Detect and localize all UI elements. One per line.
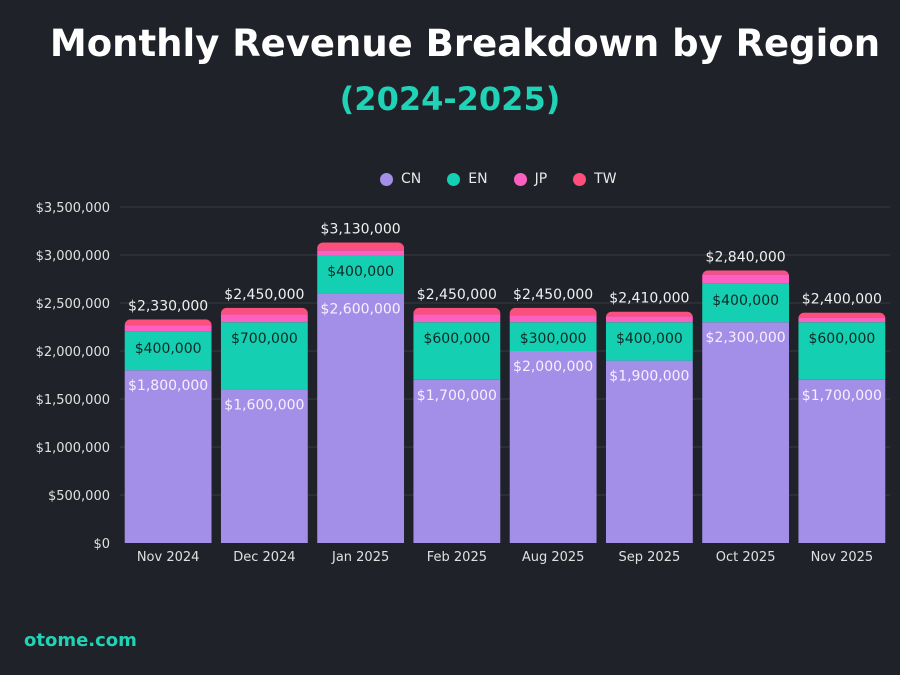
y-tick-label: $2,000,000 <box>36 345 110 360</box>
legend-swatch <box>380 172 393 186</box>
bar-segment-cn <box>124 370 212 543</box>
bar-segment-tw <box>124 319 212 326</box>
data-label-en: $400,000 <box>135 341 202 357</box>
data-label-en: $600,000 <box>808 331 875 347</box>
bar-segment-tw <box>509 307 597 316</box>
bar-segment-jp <box>798 317 886 323</box>
data-label-cn: $1,700,000 <box>417 388 497 404</box>
data-label-cn: $1,600,000 <box>224 397 304 413</box>
data-label-en: $700,000 <box>231 331 298 347</box>
total-label: $2,840,000 <box>706 249 786 265</box>
y-tick-label: $1,000,000 <box>36 441 110 456</box>
bar-segment-cn <box>798 379 886 543</box>
legend-item-en[interactable]: EN <box>447 171 488 187</box>
bar-segment-en <box>702 283 790 323</box>
data-label-en: $400,000 <box>712 293 779 309</box>
bar-segment-tw <box>220 307 308 315</box>
x-tick-label: Nov 2024 <box>137 550 200 565</box>
data-label-cn: $1,900,000 <box>609 369 689 385</box>
data-label-en: $400,000 <box>327 264 394 280</box>
data-label-cn: $1,700,000 <box>802 388 882 404</box>
legend-item-cn[interactable]: CN <box>380 171 421 187</box>
legend-label: EN <box>468 171 488 187</box>
bar-segment-cn <box>605 360 693 543</box>
y-tick-label: $3,000,000 <box>36 249 110 264</box>
total-label: $2,450,000 <box>224 287 304 303</box>
bar-segment-cn <box>702 322 790 543</box>
bar-segment-jp <box>702 274 790 284</box>
y-tick-label: $3,500,000 <box>36 201 110 216</box>
bar-segment-en <box>317 255 405 294</box>
total-label: $3,130,000 <box>321 222 401 238</box>
legend-swatch <box>447 172 461 186</box>
x-tick-label: Dec 2024 <box>233 550 295 565</box>
bar-segment-jp <box>413 314 501 323</box>
data-label-cn: $2,000,000 <box>513 359 593 375</box>
x-tick-label: Feb 2025 <box>427 550 487 565</box>
bar-segment-en <box>124 331 212 371</box>
legend-item-jp[interactable]: JP <box>513 171 548 187</box>
bar-segment-tw <box>317 242 405 251</box>
total-label: $2,410,000 <box>609 291 689 307</box>
x-tick-label: Nov 2025 <box>811 550 874 565</box>
bar-segment-cn <box>220 389 308 543</box>
chart-subtitle: (2024-2025) <box>339 80 561 118</box>
y-tick-label: $1,500,000 <box>36 393 110 408</box>
bar-segment-tw <box>605 311 693 317</box>
bar-segment-cn <box>413 379 501 543</box>
y-tick-label: $500,000 <box>48 489 110 504</box>
bar-segment-cn <box>317 293 405 543</box>
bar-segment-jp <box>124 325 212 332</box>
footer-brand: otome.com <box>24 630 137 651</box>
legend-swatch <box>573 172 587 186</box>
bar-segment-en <box>509 322 597 351</box>
data-label-cn: $1,800,000 <box>128 378 208 394</box>
legend-label: JP <box>534 171 548 187</box>
total-label: $2,450,000 <box>513 287 593 303</box>
chart-title: Monthly Revenue Breakdown by Region <box>49 22 881 65</box>
bar-segment-tw <box>798 312 886 318</box>
x-tick-label: Oct 2025 <box>716 550 776 565</box>
bar-segment-tw <box>413 307 501 315</box>
legend-item-tw[interactable]: TW <box>573 171 617 187</box>
x-tick-label: Aug 2025 <box>522 550 585 565</box>
legend-label: CN <box>401 171 422 187</box>
data-label-cn: $2,600,000 <box>321 301 401 317</box>
legend-swatch <box>513 172 527 186</box>
data-label-en: $400,000 <box>616 331 683 347</box>
x-tick-label: Sep 2025 <box>619 550 681 565</box>
bar-segment-en <box>413 322 501 380</box>
bar-segment-cn <box>509 351 597 543</box>
bar-segment-jp <box>605 316 693 323</box>
y-tick-label: $0 <box>93 537 110 552</box>
bar-segment-en <box>798 322 886 380</box>
legend-label: TW <box>594 171 617 187</box>
total-label: $2,400,000 <box>802 292 882 308</box>
data-label-en: $300,000 <box>520 331 587 347</box>
bar-segment-en <box>605 322 693 361</box>
data-label-cn: $2,300,000 <box>706 330 786 346</box>
bar-segment-jp <box>317 250 405 255</box>
y-tick-label: $2,500,000 <box>36 297 110 312</box>
total-label: $2,330,000 <box>128 298 208 314</box>
bar-segment-jp <box>220 314 308 323</box>
x-tick-label: Jan 2025 <box>331 550 389 565</box>
legend: CN EN JP TW <box>380 171 617 187</box>
bar-segment-tw <box>702 270 790 275</box>
bar-segment-jp <box>509 315 597 323</box>
bar-segment-en <box>220 322 308 390</box>
data-label-en: $600,000 <box>423 331 490 347</box>
total-label: $2,450,000 <box>417 287 497 303</box>
